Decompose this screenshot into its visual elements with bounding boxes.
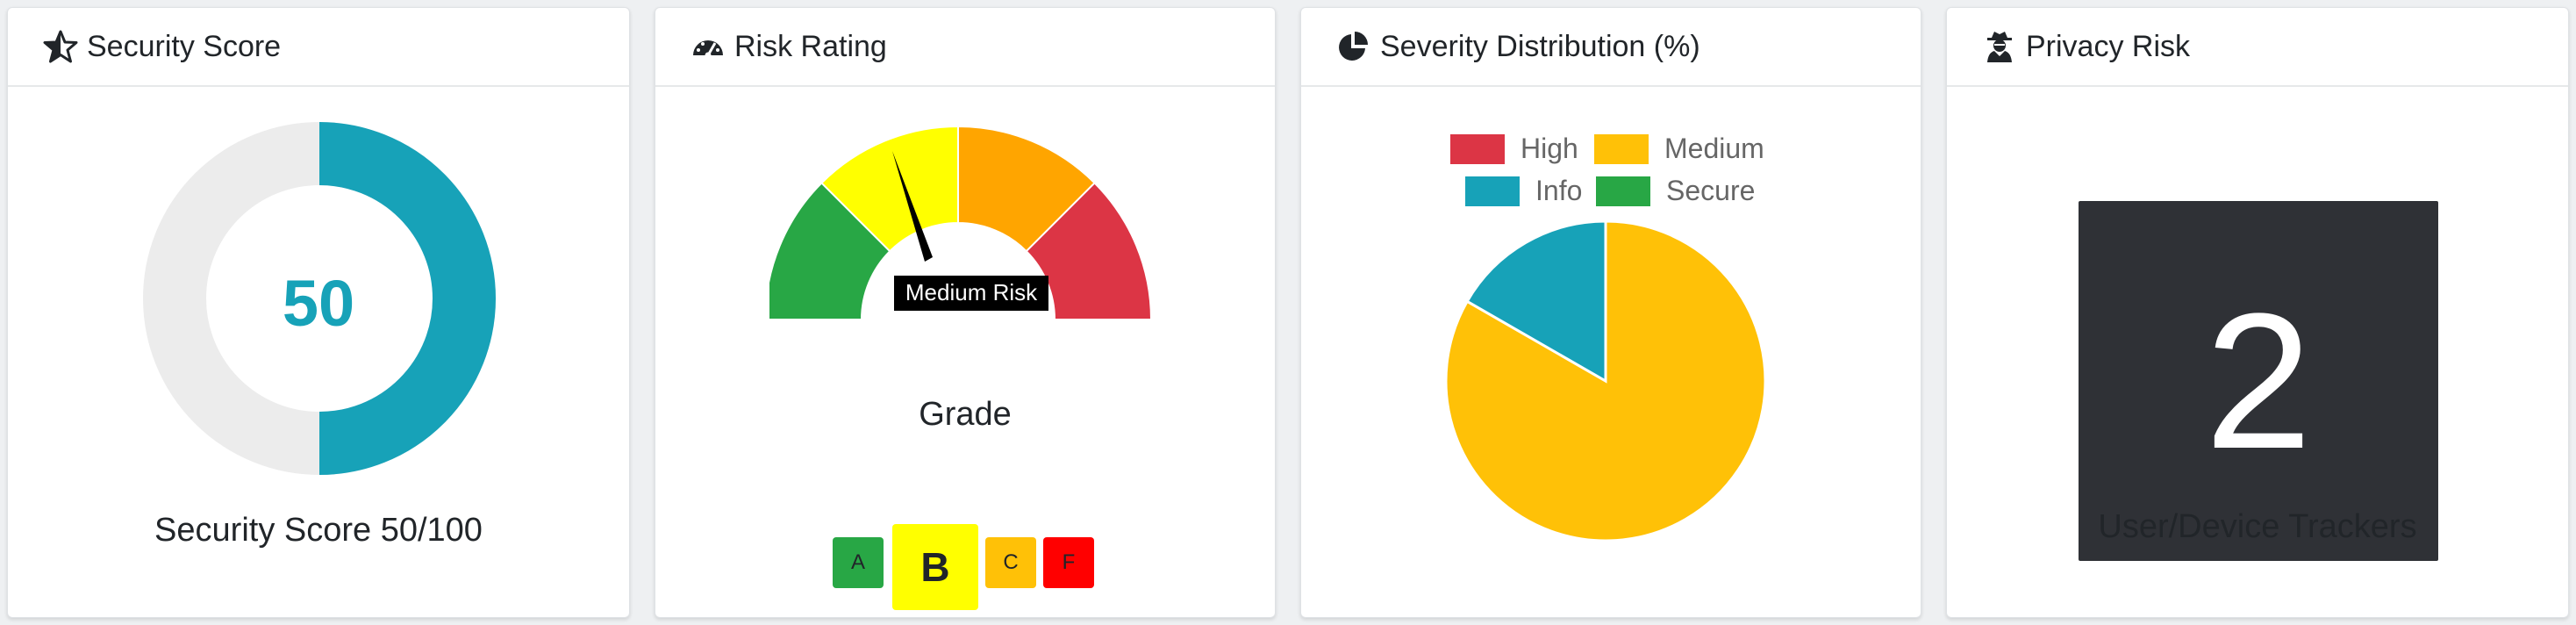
user-secret-icon <box>1982 29 2017 64</box>
score-value: 50 <box>282 267 355 340</box>
score-caption: Security Score 50/100 <box>154 512 483 549</box>
gauge-segment <box>1025 182 1153 320</box>
legend-label: Info <box>1535 175 1583 206</box>
legend-swatch <box>1596 176 1650 206</box>
grade-f: F <box>1043 537 1094 588</box>
card-body: High Medium Info Secure <box>1301 87 1921 617</box>
card-title: Severity Distribution (%) <box>1380 29 1700 63</box>
security-score-card: Security Score 50 Security Score 50/100 <box>7 7 630 618</box>
legend-item-info[interactable]: Info <box>1465 175 1582 207</box>
card-header: Security Score <box>8 8 629 87</box>
legend-swatch <box>1465 176 1520 206</box>
grade-title: Grade <box>919 396 1012 433</box>
security-score-donut <box>143 122 496 475</box>
legend-label: Medium <box>1664 133 1764 164</box>
star-half-icon <box>43 29 78 64</box>
legend-swatch <box>1594 133 1649 164</box>
severity-distribution-card: Severity Distribution (%) High Medium In… <box>1300 7 1921 618</box>
tachometer-icon <box>691 29 726 64</box>
legend-item-secure[interactable]: Secure <box>1596 175 1755 207</box>
card-header: Risk Rating <box>655 8 1275 87</box>
card-header: Privacy Risk <box>1947 8 2568 87</box>
grade-c: C <box>985 537 1036 588</box>
card-body: 2 User/Device Trackers <box>1947 87 2568 617</box>
privacy-risk-card: Privacy Risk 2 User/Device Trackers <box>1946 7 2569 618</box>
donut-fill <box>318 122 496 475</box>
gauge-label: Medium Risk <box>905 279 1038 305</box>
card-title: Privacy Risk <box>2026 29 2191 63</box>
legend-item-high[interactable]: High <box>1450 133 1578 165</box>
tracker-caption: User/Device Trackers <box>2098 508 2417 545</box>
legend-label: Secure <box>1666 175 1756 206</box>
legend-item-medium[interactable]: Medium <box>1594 133 1764 165</box>
pie-chart-icon <box>1336 29 1371 64</box>
risk-gauge: Medium Risk <box>769 125 1153 320</box>
grade-b-selected: B <box>892 524 978 610</box>
tracker-count: 2 <box>2079 201 2438 561</box>
gauge-label-bg <box>894 276 1048 311</box>
card-body: 50 Security Score 50/100 <box>8 87 629 617</box>
card-title: Risk Rating <box>734 29 887 63</box>
pie-slice-info[interactable] <box>1465 219 1607 384</box>
card-header: Severity Distribution (%) <box>1301 8 1921 87</box>
gauge-needle <box>892 151 933 262</box>
severity-pie-chart <box>1444 219 1767 542</box>
legend-swatch <box>1450 133 1505 164</box>
card-title: Security Score <box>87 29 282 63</box>
legend-label: High <box>1521 133 1578 164</box>
grade-a: A <box>833 537 884 588</box>
